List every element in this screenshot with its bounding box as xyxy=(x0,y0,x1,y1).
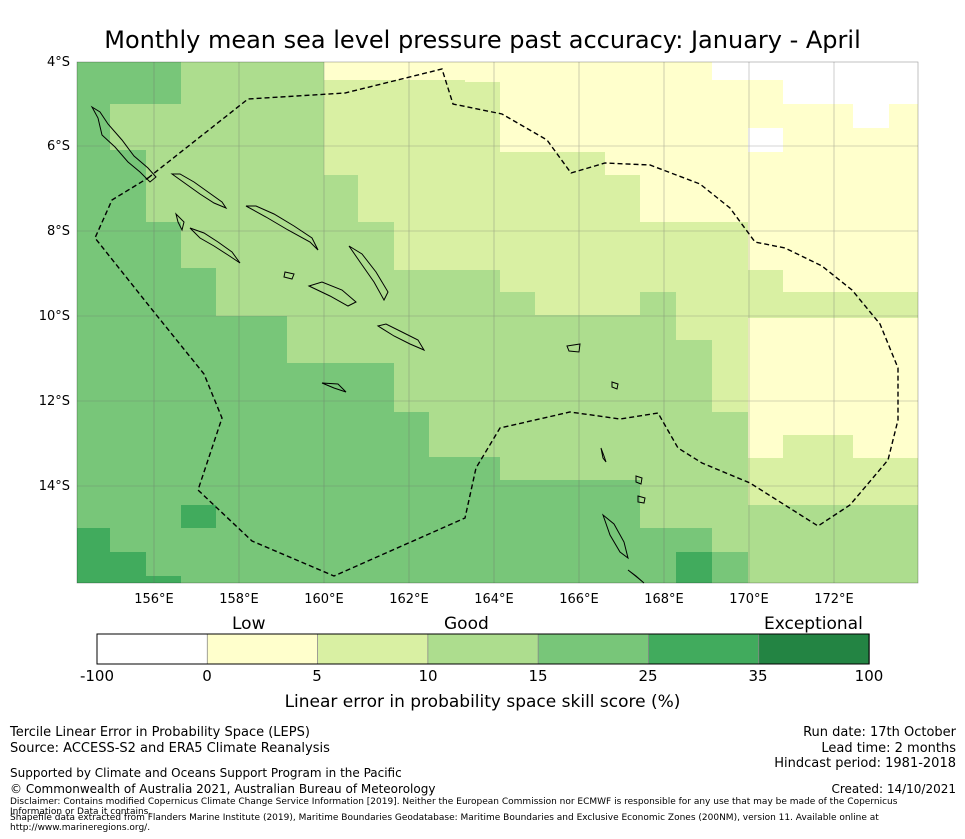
skill-cell xyxy=(181,505,216,528)
skill-cell xyxy=(783,62,918,104)
skill-cell xyxy=(216,316,287,583)
skill-cell xyxy=(853,318,918,458)
skill-cell xyxy=(500,480,640,583)
skill-cell xyxy=(146,576,181,583)
colorbar-tick: 35 xyxy=(748,667,768,685)
lon-label-168e: 168°E xyxy=(644,592,684,607)
skill-cell xyxy=(676,480,712,528)
skill-cell xyxy=(818,540,918,583)
footer-disclaimer: Disclaimer: Contains modified Copernicus… xyxy=(10,797,898,817)
category-exceptional: Exceptional xyxy=(764,614,863,634)
skill-cell xyxy=(429,457,500,583)
colorbar-bin xyxy=(427,633,540,665)
skill-cell xyxy=(110,150,146,583)
eez-boundary xyxy=(94,68,899,577)
footer-copyright: © Commonwealth of Australia 2021, Austra… xyxy=(10,782,436,796)
skill-cell xyxy=(287,363,394,583)
colorbar-tick: 5 xyxy=(312,667,322,685)
hindcast-period: Hindcast period: 1981-2018 xyxy=(774,756,956,771)
skill-cells xyxy=(77,62,918,583)
footer-method: Tercile Linear Error in Probability Spac… xyxy=(10,725,310,740)
colorbar xyxy=(96,633,870,665)
page-title: Monthly mean sea level pressure past acc… xyxy=(104,26,861,54)
footer-support: Supported by Climate and Oceans Support … xyxy=(10,766,402,780)
footer-shapefile: Shapefile data extracted from Flanders M… xyxy=(10,813,879,833)
lon-label-170e: 170°E xyxy=(729,592,769,607)
skill-cell xyxy=(110,552,146,583)
skill-cell xyxy=(853,104,889,128)
colorbar-bin xyxy=(96,633,209,665)
skill-cell xyxy=(181,268,216,583)
skill-cell xyxy=(77,528,110,583)
skill-cell xyxy=(712,62,783,80)
colorbar-bin xyxy=(537,633,650,665)
lon-label-158e: 158°E xyxy=(219,592,259,607)
skill-cell xyxy=(287,62,465,80)
skill-cell xyxy=(146,222,181,583)
skill-cell xyxy=(77,62,181,104)
colorbar-bin xyxy=(758,633,870,665)
coastlines xyxy=(90,105,646,584)
lead-time: Lead time: 2 months xyxy=(821,741,956,756)
colorbar-tick: 0 xyxy=(202,667,212,685)
skill-cell xyxy=(783,318,853,435)
category-good: Good xyxy=(444,614,489,634)
lat-label-14s: 14°S xyxy=(38,479,70,494)
category-low: Low xyxy=(232,614,266,634)
skill-cell xyxy=(77,104,110,583)
colorbar-tick: 25 xyxy=(638,667,658,685)
skill-cell xyxy=(748,318,783,458)
colorbar-bin xyxy=(648,633,760,665)
colorbar-tick: 100 xyxy=(854,667,884,685)
colorbar-title: Linear error in probability space skill … xyxy=(284,692,681,712)
colorbar-tick: -100 xyxy=(79,667,115,685)
run-date: Run date: 17th October xyxy=(803,725,956,740)
skill-cell xyxy=(712,552,748,583)
lon-label-160e: 160°E xyxy=(304,592,344,607)
lat-label-8s: 8°S xyxy=(46,224,70,239)
lon-label-162e: 162°E xyxy=(389,592,429,607)
skill-cell xyxy=(465,62,500,82)
footer-source: Source: ACCESS-S2 and ERA5 Climate Reana… xyxy=(10,741,330,756)
colorbar-bin xyxy=(317,633,429,665)
lon-label-164e: 164°E xyxy=(474,592,514,607)
lat-label-10s: 10°S xyxy=(38,309,70,324)
skill-cell xyxy=(394,412,429,583)
graticule xyxy=(77,62,918,583)
created-date: Created: 14/10/2021 xyxy=(831,782,956,796)
colorbar-tick: 10 xyxy=(418,667,438,685)
colorbar-tick: 15 xyxy=(528,667,548,685)
lon-label-166e: 166°E xyxy=(559,592,599,607)
colorbar-bin xyxy=(206,633,319,665)
skill-cell xyxy=(783,435,818,458)
lat-label-12s: 12°S xyxy=(38,394,70,409)
lon-label-172e: 172°E xyxy=(814,592,854,607)
lat-label-6s: 6°S xyxy=(46,139,70,154)
skill-cell xyxy=(676,552,712,583)
lat-label-4s: 4°S xyxy=(46,55,70,70)
skill-cell xyxy=(748,128,783,152)
lon-label-156e: 156°E xyxy=(134,592,174,607)
